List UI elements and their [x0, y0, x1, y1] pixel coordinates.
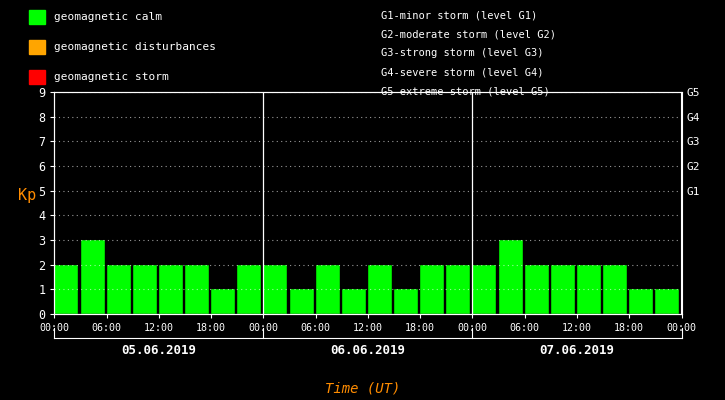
Bar: [315, 265, 340, 314]
Bar: [159, 265, 183, 314]
Text: 05.06.2019: 05.06.2019: [121, 344, 196, 357]
Text: 07.06.2019: 07.06.2019: [539, 344, 615, 357]
Bar: [525, 265, 549, 314]
Bar: [473, 265, 497, 314]
Bar: [133, 265, 157, 314]
Bar: [603, 265, 627, 314]
Text: G2-moderate storm (level G2): G2-moderate storm (level G2): [381, 29, 555, 39]
Text: G4-severe storm (level G4): G4-severe storm (level G4): [381, 68, 543, 78]
Bar: [499, 240, 523, 314]
Bar: [289, 289, 314, 314]
Text: Time (UT): Time (UT): [325, 382, 400, 396]
Bar: [551, 265, 575, 314]
Bar: [80, 240, 104, 314]
Bar: [577, 265, 601, 314]
Y-axis label: Kp: Kp: [18, 188, 36, 203]
Text: geomagnetic storm: geomagnetic storm: [54, 72, 168, 82]
Bar: [394, 289, 418, 314]
Text: G5-extreme storm (level G5): G5-extreme storm (level G5): [381, 87, 550, 97]
Bar: [237, 265, 261, 314]
Bar: [447, 265, 471, 314]
Text: geomagnetic disturbances: geomagnetic disturbances: [54, 42, 215, 52]
Text: G1-minor storm (level G1): G1-minor storm (level G1): [381, 10, 537, 20]
Bar: [655, 289, 679, 314]
Text: 06.06.2019: 06.06.2019: [331, 344, 405, 357]
Text: G3-strong storm (level G3): G3-strong storm (level G3): [381, 48, 543, 58]
Text: geomagnetic calm: geomagnetic calm: [54, 12, 162, 22]
Bar: [107, 265, 130, 314]
Bar: [263, 265, 287, 314]
Bar: [211, 289, 235, 314]
Bar: [629, 289, 653, 314]
Bar: [420, 265, 444, 314]
Bar: [54, 265, 78, 314]
Bar: [341, 289, 366, 314]
Bar: [368, 265, 392, 314]
Bar: [185, 265, 209, 314]
